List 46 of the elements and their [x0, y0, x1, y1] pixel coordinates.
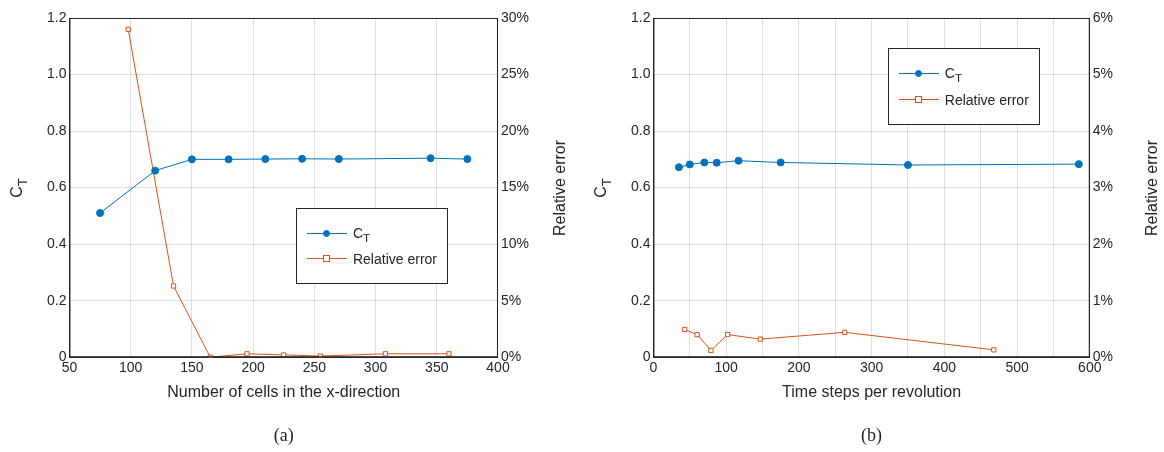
y-tick-label: 1.0	[46, 65, 67, 82]
text: (a)	[273, 425, 294, 446]
y-tick-label: 1.0	[630, 65, 651, 82]
x-tick-label: 300	[363, 359, 388, 376]
y-tick-label: 0.2	[630, 291, 651, 308]
y2-axis-title: Relative error	[1142, 139, 1161, 236]
x-tick-label: 150	[180, 359, 204, 376]
y-tick-label: 0.6	[46, 178, 67, 195]
y2-tick-label: 6%	[1092, 8, 1113, 25]
y-tick-label: 0.4	[46, 234, 67, 251]
legend-label: Relative error	[944, 91, 1029, 108]
y2-tick-label: 15%	[500, 178, 530, 195]
y2-tick-label: 20%	[500, 121, 530, 138]
y2-tick-label: 5%	[500, 291, 522, 308]
x-tick-label: 350	[425, 359, 449, 376]
y-tick-label: 0.8	[46, 121, 67, 138]
legend-label: C$_{T}$	[352, 224, 371, 244]
y-tick-label: 1.2	[46, 8, 67, 25]
y-tick-label: 0.4	[630, 234, 651, 251]
y2-tick-label: 1%	[1092, 291, 1113, 308]
y-tick-label: 1.2	[630, 8, 651, 25]
text: (b)	[861, 425, 883, 446]
x-tick-label: 200	[241, 359, 265, 376]
y2-tick-label: 3%	[1092, 178, 1113, 195]
x-tick-label: 100	[714, 359, 739, 376]
legend-label: Relative error	[352, 251, 437, 268]
x-tick-label: 300	[859, 359, 884, 376]
x-tick-label: 100	[119, 359, 143, 376]
y2-tick-label: 25%	[500, 65, 530, 82]
x-tick-label: 500	[1005, 359, 1029, 376]
x-axis-title: Time steps per revolution	[782, 383, 962, 402]
y-tick-label: 0	[642, 348, 651, 365]
x-tick-label: 400	[932, 359, 957, 376]
y2-axis-title: Relative error	[550, 139, 569, 236]
x-tick-label: 250	[302, 359, 327, 376]
y-tick-label: 0.8	[630, 121, 651, 138]
legend-label: C$_{T}$	[944, 65, 963, 84]
y2-tick-label: 2%	[1092, 234, 1113, 251]
y2-tick-label: 4%	[1092, 121, 1113, 138]
x-tick-label: 200	[787, 359, 811, 376]
x-axis-title: Number of cells in the x-direction	[167, 383, 401, 402]
y2-tick-label: 10%	[500, 234, 530, 251]
y2-tick-label: 5%	[1092, 65, 1113, 82]
y2-tick-label: 30%	[500, 8, 530, 25]
y-tick-label: 0.2	[46, 291, 67, 308]
y-tick-label: 0.6	[630, 178, 651, 195]
